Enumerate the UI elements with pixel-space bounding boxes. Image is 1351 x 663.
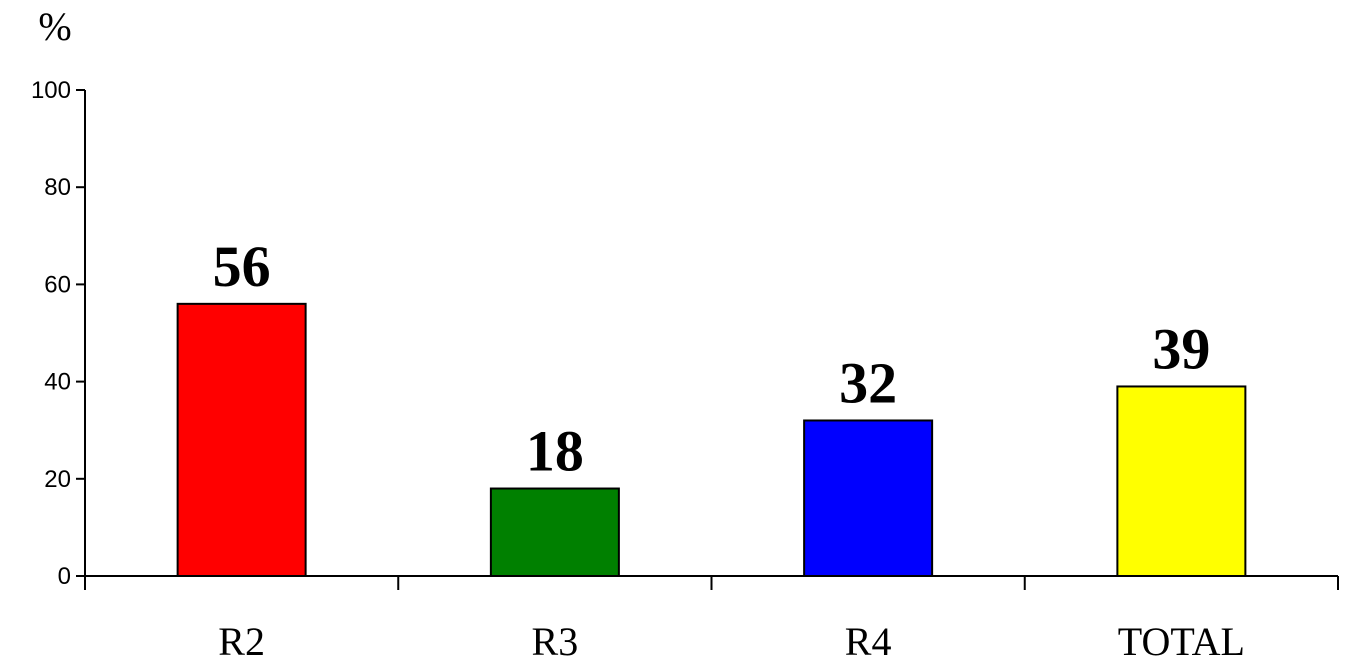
plot-area: 0 20 40 60 80 100 56 R2 18 R3 32 R4 39 TOTAL bbox=[31, 77, 1339, 663]
y-axis-unit-label: % bbox=[38, 4, 71, 49]
bar-r2 bbox=[176, 302, 307, 577]
y-tick-label: 80 bbox=[44, 174, 71, 201]
y-tick-label: 40 bbox=[44, 369, 71, 396]
data-label: 56 bbox=[213, 234, 271, 299]
bar-total bbox=[1116, 385, 1247, 577]
y-tick-label: 60 bbox=[44, 271, 71, 298]
x-tick-label: R2 bbox=[218, 619, 265, 663]
y-tick-label: 20 bbox=[44, 466, 71, 493]
x-tick-label: R3 bbox=[532, 619, 579, 663]
data-label: 32 bbox=[839, 350, 897, 415]
y-tick-label: 100 bbox=[31, 77, 71, 104]
data-label: 39 bbox=[1152, 316, 1210, 381]
bar-r3 bbox=[489, 487, 620, 577]
data-label: 18 bbox=[526, 419, 584, 484]
x-tick-label: R4 bbox=[845, 619, 892, 663]
y-tick-label: 0 bbox=[58, 563, 71, 590]
x-tick-label: TOTAL bbox=[1118, 619, 1245, 663]
bar-r4 bbox=[803, 419, 934, 578]
